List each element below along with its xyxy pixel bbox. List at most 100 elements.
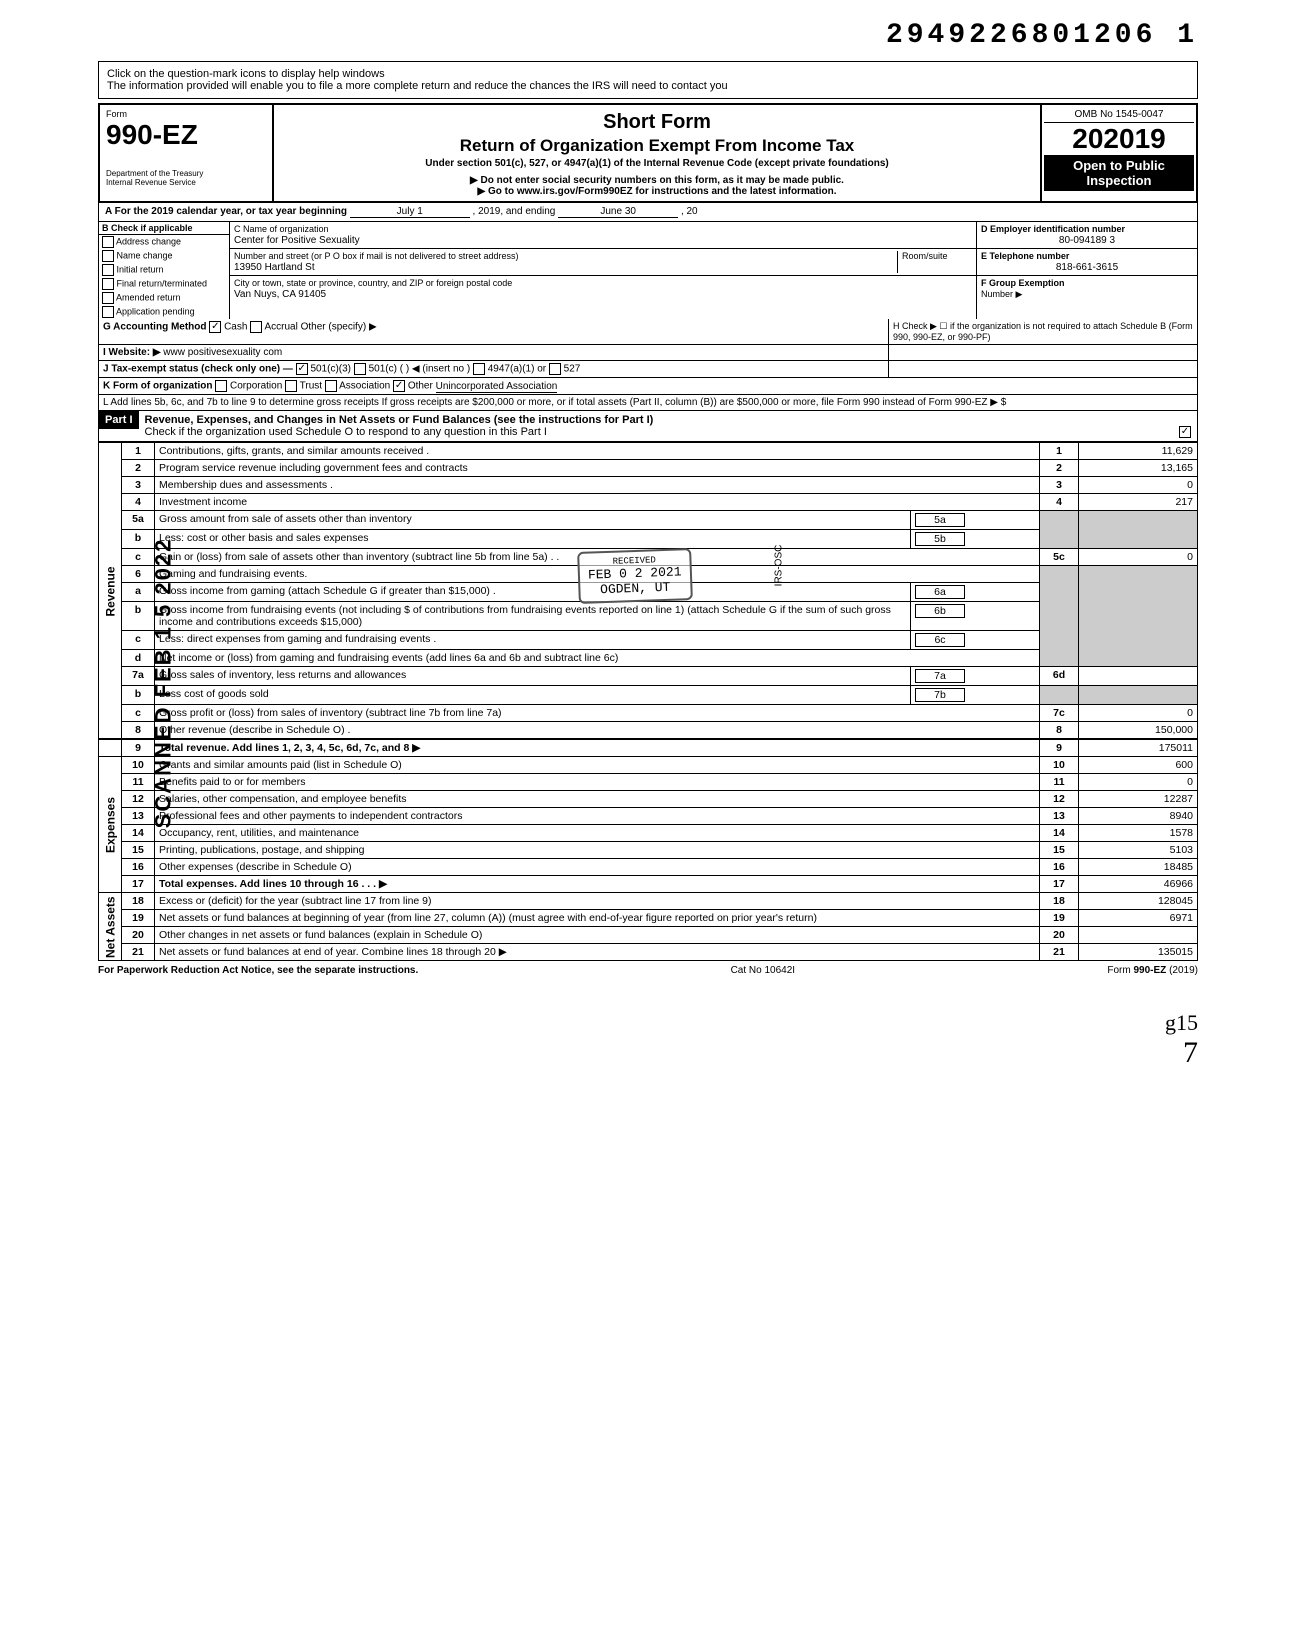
table-row: Expenses 10 Grants and similar amounts p…	[99, 757, 1198, 774]
check-schedule-o[interactable]: ✓	[1179, 426, 1191, 438]
table-row: 4 Investment income 4 217	[99, 494, 1198, 511]
form-warn2: ▶ Go to www.irs.gov/Form990EZ for instru…	[280, 186, 1034, 197]
page-footer: For Paperwork Reduction Act Notice, see …	[98, 961, 1198, 980]
line-desc: Gross profit or (loss) from sales of inv…	[155, 705, 1040, 722]
table-row: Revenue 1 Contributions, gifts, grants, …	[99, 443, 1198, 460]
name-label: C Name of organization	[234, 224, 329, 234]
line-desc: Net assets or fund balances at end of ye…	[155, 944, 1040, 961]
check-assoc[interactable]	[325, 380, 337, 392]
line-desc: Gross income from fundraising events (no…	[155, 602, 911, 631]
addr-label: Number and street (or P O box if mail is…	[234, 251, 518, 261]
line-amt: 135015	[1079, 944, 1198, 961]
tax-year-end: June 30	[558, 206, 678, 218]
check-527[interactable]	[549, 363, 561, 375]
box-5b: 5b	[915, 532, 965, 546]
box-7b: 7b	[915, 688, 965, 702]
row-g: G Accounting Method ✓ Cash Accrual Other…	[98, 319, 1198, 345]
box-7a: 7a	[915, 669, 965, 683]
revenue-section-label: Revenue	[99, 443, 122, 740]
line-desc: Net income or (loss) from gaming and fun…	[155, 650, 1040, 667]
line-boxnum: 1	[1040, 443, 1079, 460]
line-amt: 0	[1079, 549, 1198, 566]
line-amt: 6971	[1079, 910, 1198, 927]
check-501c[interactable]	[354, 363, 366, 375]
org-city: Van Nuys, CA 91405	[234, 289, 326, 300]
line-num: 4	[122, 494, 155, 511]
table-row: 2 Program service revenue including gove…	[99, 460, 1198, 477]
line-boxnum: 5c	[1040, 549, 1079, 566]
line-desc: Total revenue. Add lines 1, 2, 3, 4, 5c,…	[159, 742, 420, 754]
check-4947[interactable]	[473, 363, 485, 375]
other-org-value: Unincorporated Association	[436, 381, 558, 393]
part1-check-text: Check if the organization used Schedule …	[145, 426, 547, 438]
website-value: www positivesexuality com	[163, 347, 282, 358]
check-final-return[interactable]	[102, 278, 114, 290]
table-row: 14Occupancy, rent, utilities, and mainte…	[99, 825, 1198, 842]
check-accrual[interactable]	[250, 321, 262, 333]
table-row: 8 Other revenue (describe in Schedule O)…	[99, 722, 1198, 740]
label-other-method: Other (specify) ▶	[301, 322, 377, 333]
line-amt: 5103	[1079, 842, 1198, 859]
line-amt: 0	[1079, 705, 1198, 722]
line-amt: 600	[1079, 757, 1198, 774]
check-initial-return[interactable]	[102, 264, 114, 276]
line-amt: 1578	[1079, 825, 1198, 842]
table-row: 5a Gross amount from sale of assets othe…	[99, 511, 1198, 530]
line-boxnum: 6d	[1040, 667, 1079, 686]
line-desc: Gross income from gaming (attach Schedul…	[155, 583, 911, 602]
line-amt: 150,000	[1079, 722, 1198, 740]
line-desc: Total expenses. Add lines 10 through 16 …	[159, 878, 387, 890]
col-b: B Check if applicable Address change Nam…	[99, 222, 230, 319]
label-accrual: Accrual	[264, 322, 297, 333]
check-trust[interactable]	[285, 380, 297, 392]
col-b-header: B Check if applicable	[102, 223, 193, 233]
check-pending[interactable]	[102, 306, 114, 318]
line-amt: 11,629	[1079, 443, 1198, 460]
check-501c3[interactable]: ✓	[296, 363, 308, 375]
stamp-side: IRS-OSC	[773, 545, 784, 587]
line-desc: Contributions, gifts, grants, and simila…	[155, 443, 1040, 460]
line-num: 1	[122, 443, 155, 460]
line-boxnum: 19	[1040, 910, 1079, 927]
line-desc: Salaries, other compensation, and employ…	[155, 791, 1040, 808]
check-address-change[interactable]	[102, 236, 114, 248]
tel-label: E Telephone number	[981, 251, 1069, 261]
label-final-return: Final return/terminated	[117, 278, 208, 288]
col-c: C Name of organization Center for Positi…	[230, 222, 977, 319]
g-label: G Accounting Method	[103, 322, 207, 333]
table-row: c Gross profit or (loss) from sales of i…	[99, 705, 1198, 722]
row-k: K Form of organization Corporation Trust…	[98, 378, 1198, 395]
check-cash[interactable]: ✓	[209, 321, 221, 333]
check-other-org[interactable]: ✓	[393, 380, 405, 392]
line-amt: 175011	[1079, 739, 1198, 757]
table-row: b Gross income from fundraising events (…	[99, 602, 1198, 631]
l-text: L Add lines 5b, 6c, and 7b to line 9 to …	[99, 395, 1197, 410]
box-5a: 5a	[915, 513, 965, 527]
table-row: b Less: cost or other basis and sales ex…	[99, 530, 1198, 549]
form-prefix: Form	[106, 109, 266, 119]
row-l: L Add lines 5b, 6c, and 7b to line 9 to …	[98, 395, 1198, 411]
label-amended: Amended return	[116, 292, 181, 302]
line-boxnum: 21	[1040, 944, 1079, 961]
table-row: d Net income or (loss) from gaming and f…	[99, 650, 1198, 667]
line-amt: 18485	[1079, 859, 1198, 876]
line-boxnum: 8	[1040, 722, 1079, 740]
line-num: 21	[122, 944, 155, 961]
line-desc: Other revenue (describe in Schedule O) .	[155, 722, 1040, 740]
check-name-change[interactable]	[102, 250, 114, 262]
check-corp[interactable]	[215, 380, 227, 392]
line-boxnum: 2	[1040, 460, 1079, 477]
check-amended[interactable]	[102, 292, 114, 304]
ein-label: D Employer identification number	[981, 224, 1125, 234]
lines-table: Revenue 1 Contributions, gifts, grants, …	[98, 442, 1198, 961]
group-label: F Group Exemption	[981, 278, 1065, 288]
netassets-section-label: Net Assets	[99, 893, 122, 961]
line-desc: Benefits paid to or for members	[155, 774, 1040, 791]
row-a-tail: , 20	[681, 206, 698, 217]
line-num: 15	[122, 842, 155, 859]
row-j: J Tax-exempt status (check only one) — ✓…	[98, 361, 1198, 378]
header-grid: B Check if applicable Address change Nam…	[98, 222, 1198, 319]
line-amt: 13,165	[1079, 460, 1198, 477]
line-num: 20	[122, 927, 155, 944]
label-pending: Application pending	[116, 306, 195, 316]
